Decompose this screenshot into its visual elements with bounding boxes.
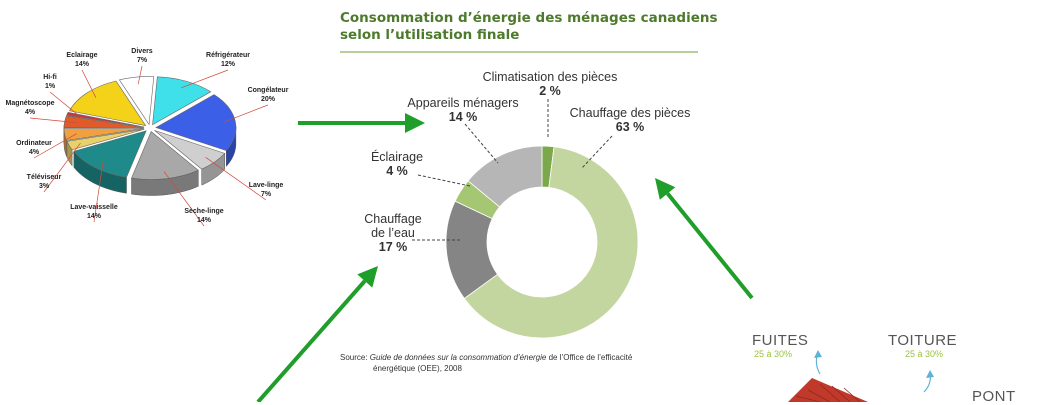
toiture-arrow-head: [926, 370, 934, 378]
pie3d-label-value: 7%: [231, 190, 301, 199]
pie3d-label-name: Lave-vaisselle: [59, 203, 129, 212]
donut-title-line-1: Consommation d’énergie des ménages canad…: [340, 10, 720, 27]
house-item-toiture-sub: 25 à 30%: [905, 349, 943, 359]
pie3d-label-value: 14%: [169, 216, 239, 225]
donut-label-name: Éclairage: [362, 150, 432, 164]
donut-label-name: Climatisation des pièces: [465, 70, 635, 84]
donut-label-value: 2 %: [539, 84, 561, 98]
pie3d-label-name: Magnétoscope: [0, 99, 65, 108]
fuites-arrow-head: [814, 350, 822, 358]
source-suffix: de l’Office de l’efficacité: [546, 353, 632, 362]
source-line-2: énergétique (OEE), 2008: [340, 363, 700, 374]
pie3d-label-name: Téléviseur: [9, 173, 79, 182]
pie3d-label-name: Sèche-linge: [169, 207, 239, 216]
donut-label-name: Appareils ménagers: [398, 96, 528, 110]
pie3d-label-value: 7%: [107, 56, 177, 65]
house-item-fuites-title: FUITES: [752, 332, 808, 349]
donut-label-value: 4 %: [386, 164, 408, 178]
donut-title: Consommation d’énergie des ménages canad…: [340, 10, 720, 44]
pie3d-label-value: 3%: [9, 182, 79, 191]
donut-label-value: 63 %: [616, 120, 645, 134]
pie3d-label-name: Ordinateur: [0, 139, 69, 148]
arrow-to-chauffage-pieces: [655, 178, 752, 298]
donut-title-line-2: selon l’utilisation finale: [340, 27, 720, 44]
end-use-donut-chart: [446, 146, 638, 338]
house-item-pont-title: PONT: [972, 388, 1016, 405]
appliance-3d-pie: [64, 76, 236, 195]
pie3d-label-value: 14%: [59, 212, 129, 221]
pie3d-label-name: Congélateur: [233, 86, 303, 95]
source-prefix: Source:: [340, 353, 370, 362]
house-item-fuites-sub: 25 à 30%: [754, 349, 792, 359]
source-italic: Guide de données sur la consommation d’é…: [370, 353, 547, 362]
source-note: Source: Guide de données sur la consomma…: [340, 352, 700, 374]
donut-label-name: de l’eau: [348, 226, 438, 240]
pie3d-label-value: 20%: [233, 95, 303, 104]
pie3d-label-name: Divers: [107, 47, 177, 56]
pie3d-label-value: 4%: [0, 148, 69, 157]
pie3d-label-value: 12%: [193, 60, 263, 69]
pie3d-label-name: Lave-linge: [231, 181, 301, 190]
pie3d-label-name: Réfrigérateur: [193, 51, 263, 60]
pie3d-label-value: 4%: [0, 108, 65, 117]
house-item-toiture-title: TOITURE: [888, 332, 957, 349]
donut-label-value: 14 %: [449, 110, 478, 124]
donut-label-name: Chauffage des pièces: [560, 106, 700, 120]
donut-label-value: 17 %: [379, 240, 408, 254]
arrow-to-chauffage-eau: [258, 266, 378, 402]
pie3d-label-value: 1%: [15, 82, 85, 91]
pie3d-leader-refrigerateur: [181, 70, 228, 88]
donut-leader-appareils-menagers: [465, 124, 498, 163]
donut-label-name: Chauffage: [348, 212, 438, 226]
pie3d-label-name: Hi-fi: [15, 73, 85, 82]
